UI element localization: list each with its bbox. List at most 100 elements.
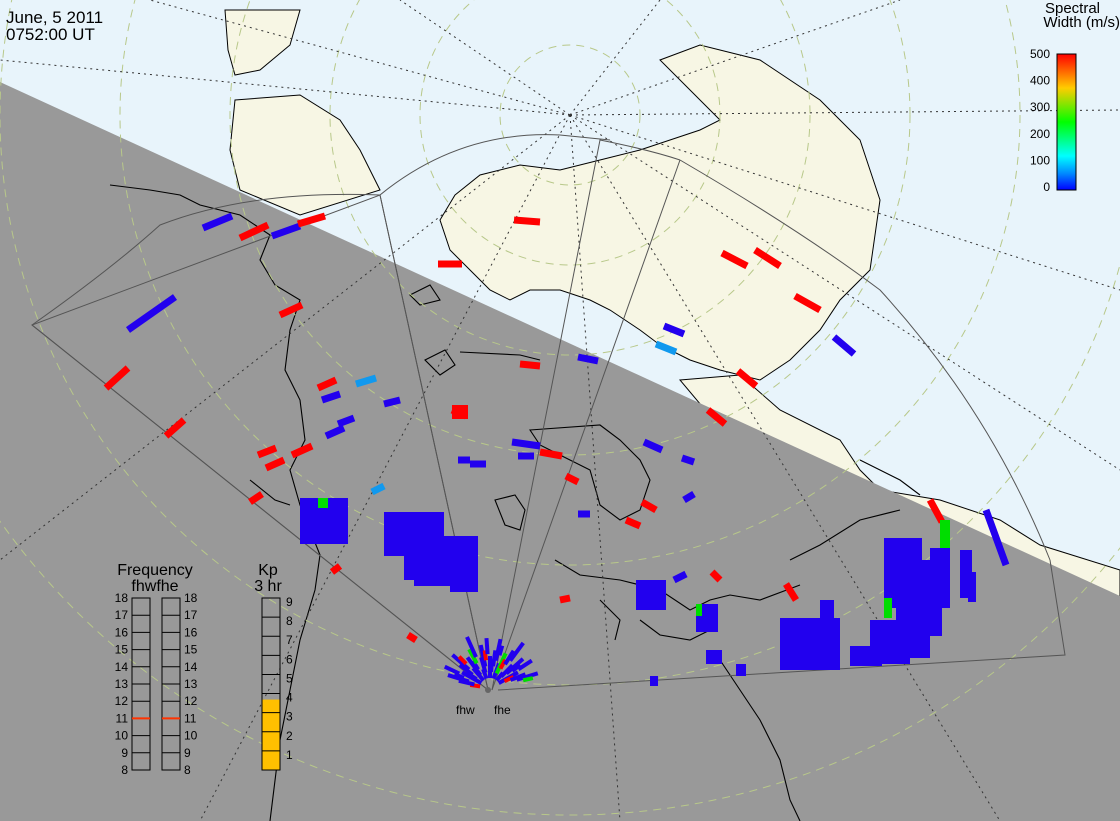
- near-range-return: [491, 650, 498, 667]
- scatter-segment: [735, 368, 759, 389]
- scatter-segment: [238, 221, 270, 242]
- near-range-return: [498, 658, 507, 670]
- scatter-segment: [201, 212, 234, 232]
- scatter-segment: [624, 516, 642, 530]
- near-range-return: [451, 653, 471, 671]
- frequency-subtitle: fhwfhe: [131, 578, 178, 595]
- colorbar-gradient: [1056, 53, 1077, 191]
- scatter-block: [706, 650, 722, 664]
- fhw-tick-label: 12: [115, 694, 129, 708]
- near-range-return: [509, 672, 527, 682]
- scatter-segment: [264, 456, 286, 472]
- fhe-tick-label: 17: [184, 608, 198, 622]
- near-range-return: [465, 636, 478, 658]
- scatter-segment: [577, 353, 599, 365]
- date-label: June, 5 2011: [6, 8, 103, 27]
- frequency-panel: Frequency fhwfhe 18 18 17 17 16 16 15 15 14 14 13 1…: [115, 562, 198, 777]
- scatter-block: [940, 520, 950, 548]
- scatter-segment: [329, 563, 343, 575]
- station-label-fhe: fhe: [494, 703, 511, 717]
- near-range-return: [505, 657, 525, 675]
- scatter-segment: [982, 508, 1010, 567]
- colorbar-title-1: Spectral: [1045, 0, 1100, 17]
- kp-tick-label: 6: [286, 652, 293, 666]
- near-range-return: [516, 671, 539, 682]
- scatter-block: [968, 572, 976, 602]
- scatter-segment: [354, 374, 378, 388]
- scatter-segment: [513, 216, 541, 226]
- scatter-block: [414, 564, 458, 586]
- near-range-return: [493, 638, 503, 662]
- radar-returns: [103, 212, 1010, 689]
- scatter-segment: [125, 294, 178, 333]
- scatter-segment: [662, 322, 686, 338]
- kp-tick-label: 4: [286, 691, 293, 705]
- scatter-block: [452, 405, 468, 419]
- colorbar-tick-label: 500: [1030, 47, 1050, 61]
- fhw-tick-label: 15: [115, 643, 129, 657]
- fhe-tick-label: 8: [184, 763, 191, 777]
- scatter-block: [636, 580, 666, 610]
- scatter-segment: [539, 448, 563, 460]
- kp-tick-label: 2: [286, 729, 293, 743]
- fhe-tick-label: 12: [184, 694, 198, 708]
- colorbar-title-2: Width (m/s): [1043, 14, 1120, 31]
- kp-title: Kp: [258, 562, 278, 579]
- kp-subtitle: 3 hr: [254, 578, 282, 595]
- near-range-return: [484, 637, 490, 655]
- fhw-tick-label: 10: [115, 729, 129, 743]
- near-range-return: [511, 663, 522, 673]
- colorbar-tick-label: 0: [1043, 180, 1050, 194]
- frequency-title: Frequency: [117, 562, 193, 579]
- scatter-segment: [511, 438, 541, 450]
- fhw-tick-label: 14: [115, 660, 129, 674]
- fhe-tick-label: 13: [184, 677, 198, 691]
- scatter-block: [930, 548, 950, 608]
- near-range-return: [458, 663, 474, 677]
- near-range-return: [482, 650, 489, 661]
- scatter-segment: [682, 490, 696, 504]
- colorbar: Spectral Width (m/s) 500 400 300 200 100 0: [1030, 0, 1120, 194]
- scatter-segment: [290, 442, 314, 459]
- fhe-tick-label: 15: [184, 643, 198, 657]
- radar-fov: [30, 134, 1066, 692]
- scatter-segment: [642, 438, 664, 454]
- near-range-return: [508, 641, 525, 662]
- scatter-segment: [564, 472, 580, 486]
- scatter-segment: [320, 390, 342, 404]
- scatter-segment: [926, 498, 946, 524]
- near-range-return: [471, 659, 480, 671]
- scatter-segment: [559, 594, 571, 604]
- near-range-return: [447, 673, 470, 684]
- colorbar-tick-label: 400: [1030, 74, 1050, 88]
- scatter-segment: [370, 482, 386, 496]
- scatter-block: [908, 634, 930, 658]
- near-range-return: [517, 658, 533, 672]
- near-range-return: [453, 672, 465, 680]
- scatter-segment: [654, 340, 678, 356]
- near-range-return: [467, 648, 479, 665]
- scatter-block: [736, 664, 746, 676]
- fhe-tick-label: 9: [184, 746, 191, 760]
- scatter-segment: [640, 498, 658, 514]
- time-label: 0752:00 UT: [6, 25, 95, 44]
- kp-tick-label: 8: [286, 614, 293, 628]
- fhe-tick-label: 11: [184, 711, 197, 725]
- scatter-segment: [297, 212, 326, 228]
- fhw-tick-label: 18: [115, 591, 129, 605]
- scatter-segment: [324, 424, 346, 440]
- kp-tick-label: 7: [286, 633, 293, 647]
- scatter-segment: [278, 301, 304, 319]
- kp-tick-label: 5: [286, 671, 293, 685]
- fhw-tick-label: 9: [121, 746, 128, 760]
- scatter-block: [884, 598, 892, 618]
- scatter-segment: [519, 360, 541, 370]
- scatter-segment: [406, 632, 418, 643]
- fhe-tick-label: 10: [184, 729, 198, 743]
- scatter-block: [450, 552, 478, 592]
- colorbar-tick-label: 100: [1030, 153, 1050, 167]
- scatter-segment: [256, 444, 278, 459]
